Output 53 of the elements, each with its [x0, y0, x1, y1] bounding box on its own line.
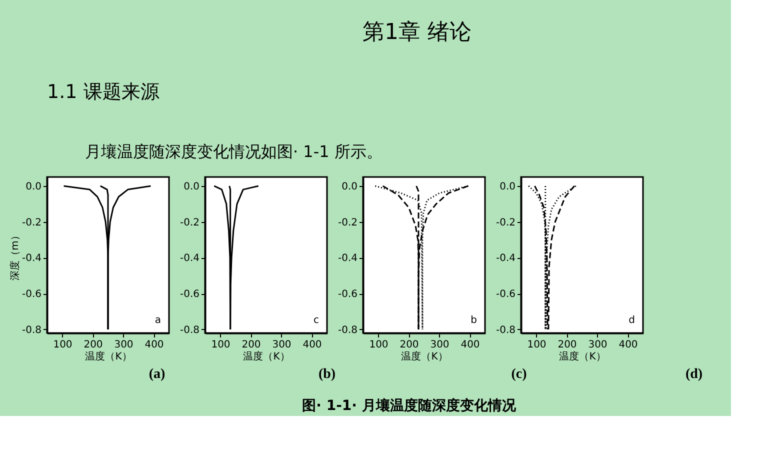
- x-tick-label: 400: [618, 340, 638, 350]
- y-tick-label: -0.6: [338, 289, 358, 300]
- x-tick-label: 300: [114, 340, 134, 350]
- x-tick-label: 200: [558, 340, 577, 350]
- y-tick-label: -0.2: [338, 217, 358, 228]
- annotation: a: [154, 315, 161, 326]
- y-tick-label: -0.2: [180, 217, 200, 228]
- x-axis-title: 温度（K）: [85, 350, 132, 362]
- x-tick-label: 100: [369, 340, 388, 350]
- x-tick-label: 300: [588, 340, 608, 350]
- y-tick-label: -0.4: [338, 253, 358, 264]
- y-tick-label: -0.4: [180, 253, 200, 264]
- y-tick-label: -0.4: [22, 253, 42, 264]
- y-tick-label: -0.8: [496, 324, 516, 336]
- text: (d): [685, 367, 703, 382]
- x-tick-label: 400: [144, 340, 164, 350]
- x-tick-label: 400: [460, 340, 480, 350]
- y-tick-label: 0.0: [500, 181, 516, 192]
- text: 月壤温度随深度变化情况如图· 1-1 所示。: [85, 142, 382, 161]
- y-tick-label: 0.0: [342, 181, 358, 192]
- y-axis-title: 深度（m）: [8, 230, 21, 280]
- text: 图· 1-1· 月壤温度随深度变化情况: [302, 397, 517, 414]
- y-tick-label: 0.0: [184, 181, 200, 192]
- x-tick-label: 100: [527, 340, 546, 350]
- y-tick-label: -0.2: [496, 217, 516, 228]
- x-tick-label: 100: [53, 340, 72, 350]
- x-tick-label: 300: [272, 340, 292, 350]
- y-tick-label: -0.8: [180, 324, 200, 336]
- text: (b): [318, 367, 336, 382]
- x-tick-label: 200: [242, 340, 261, 350]
- y-tick-label: -0.8: [338, 324, 358, 336]
- x-tick-label: 400: [302, 340, 322, 350]
- x-tick-label: 200: [400, 340, 419, 350]
- x-axis-title: 温度（K）: [243, 350, 290, 362]
- x-axis-title: 温度（K）: [401, 350, 448, 362]
- y-tick-label: -0.2: [22, 217, 42, 228]
- y-tick-label: -0.6: [496, 289, 516, 300]
- text: (a): [148, 367, 166, 382]
- y-tick-label: -0.6: [22, 289, 42, 300]
- y-tick-label: -0.8: [22, 324, 42, 336]
- annotation: c: [314, 315, 319, 326]
- annotation: b: [470, 315, 477, 326]
- y-tick-label: -0.6: [180, 289, 200, 300]
- text: 1.1 课题来源: [47, 81, 160, 103]
- x-tick-label: 300: [430, 340, 450, 350]
- text: 第1章 绪论: [362, 20, 472, 45]
- y-tick-label: 0.0: [26, 181, 42, 192]
- text: (c): [511, 367, 528, 382]
- x-tick-label: 100: [211, 340, 230, 350]
- x-axis-title: 温度（K）: [559, 350, 606, 362]
- y-tick-label: -0.4: [496, 253, 516, 264]
- annotation: d: [628, 315, 635, 326]
- x-tick-label: 200: [84, 340, 103, 350]
